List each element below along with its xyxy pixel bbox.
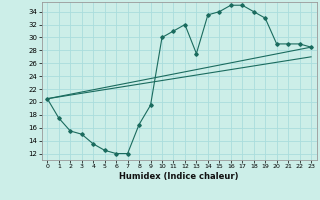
- X-axis label: Humidex (Indice chaleur): Humidex (Indice chaleur): [119, 172, 239, 181]
